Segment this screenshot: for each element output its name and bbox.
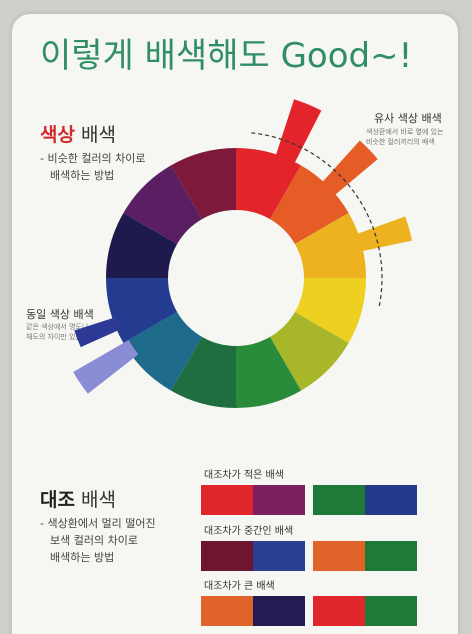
contrast-desc-line2: 보색 컬러의 차이로 (50, 534, 138, 547)
swatch-label-low: 대조차가 적은 배색 (204, 470, 284, 481)
swatch (313, 485, 365, 515)
wheel-segment (294, 278, 366, 343)
swatch (253, 541, 305, 571)
analogous-desc-line1: 색상환에서 바로 옆에 있는 (366, 128, 444, 136)
hue-desc-line2: 배색하는 방법 (50, 169, 115, 182)
swatch (365, 541, 417, 571)
analogous-wedge (274, 99, 322, 166)
analogous-wedge (354, 216, 413, 252)
contrast-desc-line3: 배색하는 방법 (50, 551, 115, 564)
swatch (201, 541, 253, 571)
monochrome-desc: 같은 색상에서 명도나 채도의 차이만 있는 배색 (26, 322, 97, 342)
analogous-title: 유사 색상 배색 (374, 112, 442, 125)
swatch (365, 485, 417, 515)
wheel-segment (270, 312, 349, 391)
monochrome-wedge (74, 316, 123, 348)
wheel-segment (294, 213, 366, 278)
swatch (365, 596, 417, 626)
swatch (253, 596, 305, 626)
swatch (253, 485, 305, 515)
swatch-label-mid: 대조차가 중간인 배색 (204, 526, 294, 537)
swatch (201, 596, 253, 626)
swatch (313, 541, 365, 571)
monochrome-title: 동일 색상 배색 (26, 308, 94, 321)
analogous-desc-line2: 비슷한 컬러끼리의 배색 (366, 138, 435, 146)
analogous-desc: 색상환에서 바로 옆에 있는 비슷한 컬러끼리의 배색 (366, 127, 444, 147)
monochrome-desc-line2: 채도의 차이만 있는 배색 (26, 333, 98, 341)
hue-heading: 색상 배색 (40, 120, 116, 147)
hue-heading-rest: 배색 (74, 124, 116, 146)
analogous-dashed-arc (251, 132, 383, 309)
contrast-desc: - 색상환에서 멀리 떨어진 보색 컬러의 차이로 배색하는 방법 (40, 515, 156, 566)
wheel-segment (270, 165, 349, 244)
page-title: 이렇게 배색해도 Good~! (40, 36, 413, 76)
poster-board (12, 14, 458, 634)
wheel-segment (171, 336, 236, 408)
wheel-segment (106, 278, 178, 343)
monochrome-desc-line1: 같은 색상에서 명도나 (26, 323, 89, 331)
swatch (313, 596, 365, 626)
hue-desc: - 비슷한 컬러의 차이로 배색하는 방법 (40, 150, 146, 184)
contrast-heading-bold: 대조 (40, 489, 75, 511)
swatch-label-high: 대조차가 큰 배색 (204, 581, 275, 592)
wheel-segment (123, 312, 202, 391)
swatch-pair-mid-1 (201, 541, 305, 571)
wheel-segment (123, 165, 202, 244)
contrast-heading: 대조 배색 (40, 485, 116, 512)
swatch-pair-high-1 (201, 596, 305, 626)
analogous-wedge (320, 140, 378, 198)
swatch-pair-low-1 (201, 485, 305, 515)
swatch (201, 485, 253, 515)
swatch-pair-high-2 (313, 596, 417, 626)
wheel-segment (236, 148, 301, 220)
swatch-pair-low-2 (313, 485, 417, 515)
contrast-heading-rest: 배색 (74, 489, 116, 511)
hue-desc-line1: - 비슷한 컬러의 차이로 (40, 152, 146, 165)
monochrome-wedge (73, 340, 139, 394)
wheel-segment (171, 148, 236, 220)
hue-heading-accent: 색상 (40, 124, 75, 146)
wheel-segment (106, 213, 178, 278)
contrast-desc-line1: - 색상환에서 멀리 떨어진 (40, 517, 156, 530)
swatch-pair-mid-2 (313, 541, 417, 571)
wheel-segment (236, 336, 301, 408)
